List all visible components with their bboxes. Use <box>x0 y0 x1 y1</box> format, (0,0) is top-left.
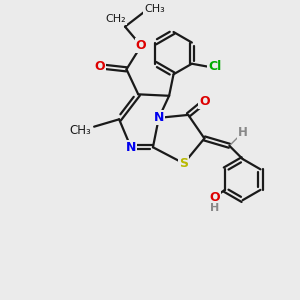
Text: CH₂: CH₂ <box>106 14 127 24</box>
Text: CH₃: CH₃ <box>144 4 165 14</box>
Text: O: O <box>209 191 220 204</box>
Text: H: H <box>210 203 219 213</box>
Text: N: N <box>154 111 164 124</box>
Text: H: H <box>238 126 248 139</box>
Text: O: O <box>136 39 146 52</box>
Text: S: S <box>179 157 188 170</box>
Text: O: O <box>95 60 105 73</box>
Text: CH₃: CH₃ <box>69 124 91 137</box>
Text: O: O <box>199 95 210 108</box>
Text: N: N <box>126 141 136 154</box>
Text: Cl: Cl <box>208 60 221 73</box>
